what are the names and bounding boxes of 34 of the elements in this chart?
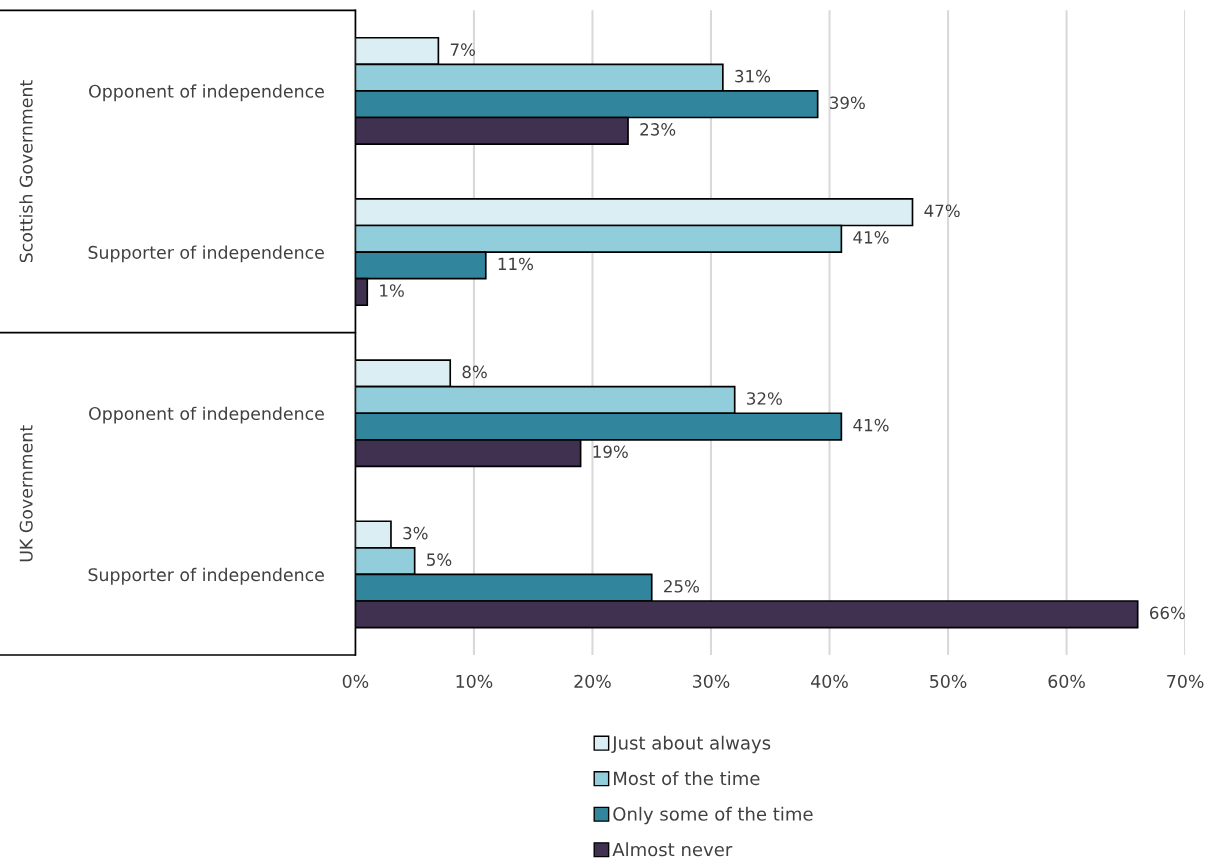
data-label: 39% xyxy=(830,96,865,110)
data-label: 66% xyxy=(1149,606,1185,620)
legend-label: Just about always xyxy=(611,735,771,754)
legend-label: Almost never xyxy=(612,842,733,857)
data-label: 1% xyxy=(380,284,404,297)
y-tick-label: Opponent of independence xyxy=(89,406,324,424)
data-label: 41% xyxy=(853,231,889,244)
text: Scottish Government xyxy=(19,80,33,263)
x-tick-label: 30% xyxy=(693,674,730,688)
y-tick-label: Opponent of independence xyxy=(89,84,324,102)
data-label: 7% xyxy=(450,43,476,56)
legend-label: Only some of the time xyxy=(613,806,813,825)
data-label: 31% xyxy=(735,69,771,83)
data-label: 41% xyxy=(853,418,889,432)
text: UK Government xyxy=(19,425,33,562)
legend-label: Most of the time xyxy=(614,771,760,786)
data-label: 47% xyxy=(924,204,960,218)
x-tick-label: 60% xyxy=(1048,674,1085,688)
data-label: 5% xyxy=(427,553,452,566)
x-tick-label: 0% xyxy=(342,674,369,688)
data-label: 11% xyxy=(498,257,534,271)
x-tick-label: 20% xyxy=(574,674,611,688)
data-label: 25% xyxy=(664,579,699,593)
x-tick-label: 40% xyxy=(811,674,848,688)
x-tick-label: 10% xyxy=(456,674,493,688)
y-tick-label: Supporter of independence xyxy=(88,245,324,263)
data-label: 32% xyxy=(747,392,782,405)
data-label: 3% xyxy=(403,526,428,540)
y-tick-label: Supporter of independence xyxy=(88,567,324,585)
data-label: 8% xyxy=(462,365,487,379)
x-tick-label: 50% xyxy=(930,674,967,688)
x-tick-label: 70% xyxy=(1167,674,1204,688)
data-label: 23% xyxy=(640,123,676,136)
data-label: 19% xyxy=(593,445,628,458)
